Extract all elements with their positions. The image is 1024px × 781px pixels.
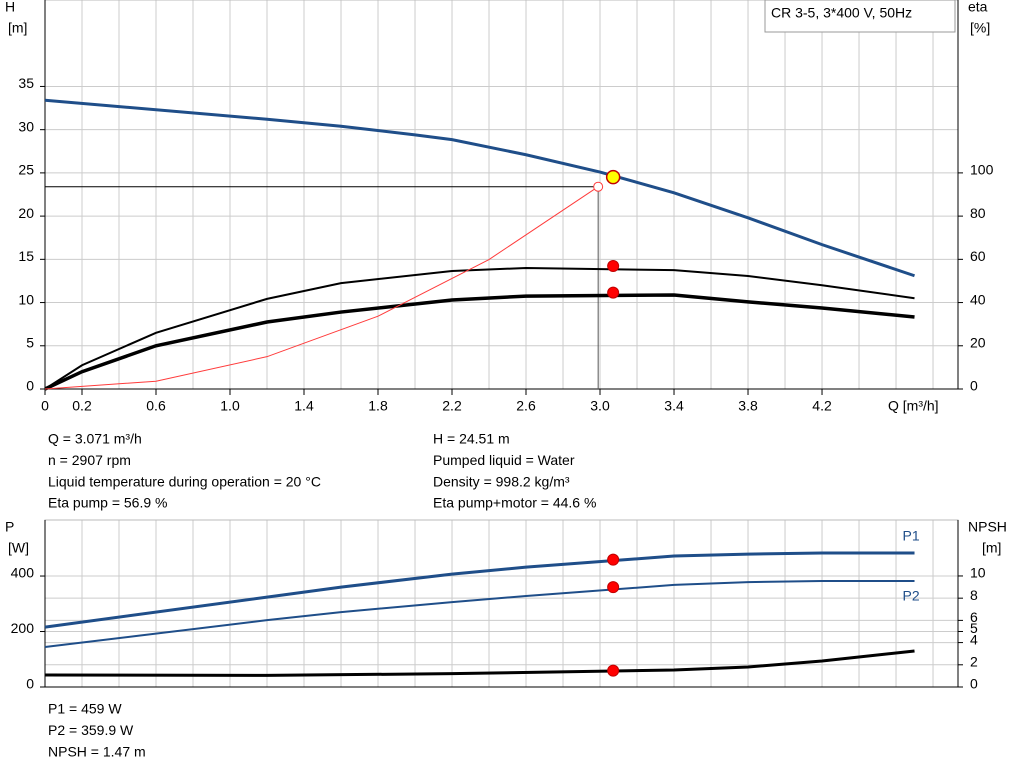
x-tick-label: 1.8 xyxy=(368,398,388,414)
series-line xyxy=(44,649,915,677)
x-tick-label: 2.2 xyxy=(442,398,462,414)
y-tick-label: 20 xyxy=(18,205,34,221)
x-tick-label: 3.8 xyxy=(738,398,758,414)
series-line xyxy=(44,266,915,390)
requested-point xyxy=(593,181,604,192)
x-tick-label: 0 xyxy=(41,398,49,414)
y2-tick-label: 100 xyxy=(970,162,994,178)
info-text: Liquid temperature during operation = 20… xyxy=(48,473,321,489)
y2-tick-label: 0 xyxy=(970,676,978,692)
y-tick-label: 5 xyxy=(26,334,34,350)
series-label: P1 xyxy=(903,528,920,544)
info-text: Eta pump+motor = 44.6 % xyxy=(433,495,596,511)
y2-axis-label: NPSH xyxy=(968,519,1007,535)
x-tick-label: 4.2 xyxy=(812,398,832,414)
x-tick-label: 2.6 xyxy=(516,398,536,414)
x-tick-label: 0.2 xyxy=(72,398,92,414)
y-tick-label: 400 xyxy=(11,565,35,581)
y2-tick-label: 5 xyxy=(970,620,978,636)
y-tick-label: 15 xyxy=(18,248,34,264)
info-text: Q = 3.071 m³/h xyxy=(48,431,142,447)
x-tick-label: 1.4 xyxy=(294,398,314,414)
operating-point xyxy=(607,286,620,299)
y2-tick-label: 6 xyxy=(970,609,978,625)
y2-axis-label: eta xyxy=(968,0,988,15)
y-tick-label: 10 xyxy=(18,291,34,307)
info-text: H = 24.51 m xyxy=(433,431,510,447)
y-tick-label: 0 xyxy=(26,378,34,394)
y-tick-label: 200 xyxy=(11,620,35,636)
chart-title: CR 3-5, 3*400 V, 50Hz xyxy=(771,5,912,21)
x-tick-label: 3.4 xyxy=(664,398,684,414)
info-text: P2 = 359.9 W xyxy=(48,722,134,738)
y-tick-label: 30 xyxy=(18,118,34,134)
plot-frame xyxy=(44,0,959,390)
info-text: Eta pump = 56.9 % xyxy=(48,495,167,511)
y2-tick-label: 10 xyxy=(970,565,986,581)
info-text: n = 2907 rpm xyxy=(48,452,131,468)
series-label: P2 xyxy=(903,588,920,604)
y2-tick-label: 2 xyxy=(970,653,978,669)
series-line xyxy=(44,580,915,649)
y-axis-label: P xyxy=(5,519,14,535)
y2-tick-label: 60 xyxy=(970,248,986,264)
y-axis-label: H xyxy=(5,0,15,15)
operating-point xyxy=(607,553,620,566)
series-line xyxy=(44,98,915,278)
operating-point xyxy=(607,664,620,677)
x-tick-label: 0.6 xyxy=(146,398,166,414)
info-text: P1 = 459 W xyxy=(48,701,122,717)
series-line xyxy=(44,551,915,629)
y-axis-unit: [W] xyxy=(8,540,29,556)
y-tick-label: 0 xyxy=(26,676,34,692)
y2-tick-label: 8 xyxy=(970,587,978,603)
x-tick-label: 1.0 xyxy=(220,398,240,414)
series-line xyxy=(44,293,915,391)
y-axis-unit: [m] xyxy=(8,20,27,36)
operating-point xyxy=(607,581,620,594)
y-tick-label: 25 xyxy=(18,162,34,178)
title-box xyxy=(764,0,956,33)
duty-point xyxy=(605,169,621,185)
y2-tick-label: 4 xyxy=(970,631,978,647)
x-tick-label: 3.0 xyxy=(590,398,610,414)
y2-tick-label: 80 xyxy=(970,205,986,221)
info-text: NPSH = 1.47 m xyxy=(48,743,146,759)
info-text: Density = 998.2 kg/m³ xyxy=(433,473,570,489)
y2-axis-unit: [m] xyxy=(982,540,1001,556)
y2-tick-label: 40 xyxy=(970,291,986,307)
x-axis-label: Q [m³/h] xyxy=(888,398,939,414)
operating-point xyxy=(607,260,620,273)
y2-axis-unit: [%] xyxy=(970,20,990,36)
y2-tick-label: 20 xyxy=(970,334,986,350)
y-tick-label: 35 xyxy=(18,75,34,91)
y2-tick-label: 0 xyxy=(970,378,978,394)
series-line xyxy=(44,186,599,390)
info-text: Pumped liquid = Water xyxy=(433,452,575,468)
